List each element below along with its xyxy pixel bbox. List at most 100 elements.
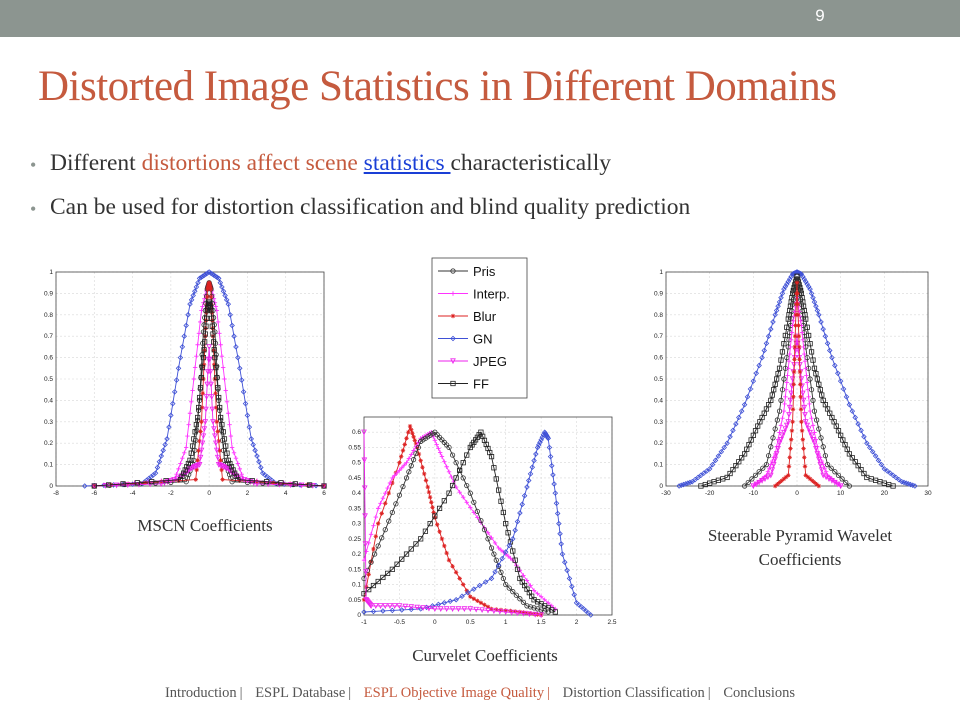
statistics-link[interactable]: statistics [363, 150, 451, 176]
point-gn [730, 427, 736, 434]
x-tick-label: -30 [661, 490, 671, 497]
point-jpeg [298, 482, 305, 489]
point-jpeg [520, 610, 527, 617]
point-blur [792, 334, 798, 339]
footer-link-conclusions[interactable]: Conclusions [723, 685, 796, 701]
point-gn [196, 275, 203, 282]
point-pris [772, 426, 778, 432]
point-gn [869, 448, 876, 455]
y-tick-label: 0.1 [44, 462, 53, 469]
point-pris [137, 481, 143, 487]
point-interp [392, 473, 397, 478]
point-interp [524, 578, 530, 583]
point-ff [203, 323, 209, 329]
y-tick-label: 0.4 [654, 397, 663, 404]
point-interp [183, 445, 189, 450]
point-interp [498, 547, 504, 553]
point-pris [820, 444, 826, 450]
bullet-item-2: Can be used for distortion classificatio… [30, 194, 690, 238]
point-ff [806, 332, 812, 339]
point-interp [222, 376, 227, 382]
point-ff [211, 347, 217, 353]
point-blur [92, 483, 97, 489]
point-ff [195, 414, 201, 421]
point-blur [435, 522, 440, 527]
point-jpeg [808, 433, 815, 440]
point-gn [173, 377, 180, 383]
point-ff [163, 478, 169, 484]
point-pris [832, 469, 838, 475]
point-jpeg [786, 404, 793, 411]
point-jpeg [209, 406, 216, 413]
footer-link-introduction[interactable]: Introduction [164, 685, 237, 701]
point-blur [508, 608, 513, 614]
point-interp [191, 376, 197, 382]
footer-link-espl-database[interactable]: ESPL Database [255, 685, 346, 701]
point-blur [790, 419, 795, 424]
point-gn [220, 288, 227, 295]
point-gn [553, 500, 560, 507]
point-gn [370, 608, 377, 615]
point-jpeg [402, 603, 409, 610]
point-blur [197, 438, 202, 444]
point-gn [258, 464, 264, 471]
point-gn [763, 340, 770, 347]
point-interp [786, 358, 792, 364]
point-interp [186, 422, 191, 427]
point-blur [524, 610, 530, 616]
point-gn [834, 370, 841, 377]
legend-label: JPEG [473, 354, 507, 369]
point-interp [823, 469, 829, 474]
x-tick-label: 0.5 [466, 619, 475, 626]
series-blur [772, 280, 822, 489]
point-gn [533, 451, 539, 457]
point-interp [187, 411, 193, 416]
point-interp [765, 469, 771, 474]
point-jpeg [449, 606, 456, 613]
point-jpeg [254, 481, 260, 487]
y-tick-label: 0.2 [654, 440, 663, 447]
point-ff [191, 436, 197, 442]
point-gn [852, 414, 858, 421]
point-interp [801, 344, 806, 350]
point-ff [403, 551, 410, 557]
point-interp [783, 394, 788, 400]
point-blur [468, 594, 473, 599]
point-pris [389, 509, 395, 516]
point-interp [802, 351, 807, 357]
point-interp [807, 401, 812, 407]
point-ff [199, 364, 206, 371]
point-interp [437, 450, 443, 455]
point-gn [775, 303, 781, 310]
x-tick-label: 4 [284, 490, 288, 497]
point-jpeg [789, 383, 795, 390]
point-gn [564, 567, 570, 574]
point-ff [177, 476, 184, 483]
point-interp [404, 460, 409, 465]
point-blur [517, 609, 523, 615]
point-jpeg [210, 419, 216, 425]
point-gn [193, 284, 200, 290]
point-blur [816, 483, 822, 489]
x-tick-label: -2 [168, 490, 174, 497]
series-line [363, 431, 591, 616]
point-pris [411, 457, 417, 463]
x-tick-label: 10 [837, 490, 845, 497]
point-ff [503, 521, 509, 527]
point-ff [736, 459, 742, 465]
point-gn [101, 482, 107, 489]
point-gn [525, 477, 532, 484]
point-gn [561, 559, 568, 565]
point-gn [837, 378, 844, 384]
point-blur [442, 543, 447, 549]
point-blur [777, 480, 782, 485]
point-gn [380, 608, 386, 614]
point-gn [884, 468, 891, 474]
series-line [363, 431, 549, 613]
footer-link-espl-objective-image-quality[interactable]: ESPL Objective Image Quality [363, 685, 545, 701]
footer-link-distortion-classification[interactable]: Distortion Classification [562, 685, 705, 701]
point-gn [768, 326, 774, 332]
point-blur [802, 455, 807, 460]
point-blur [453, 570, 459, 575]
point-ff [816, 381, 822, 387]
